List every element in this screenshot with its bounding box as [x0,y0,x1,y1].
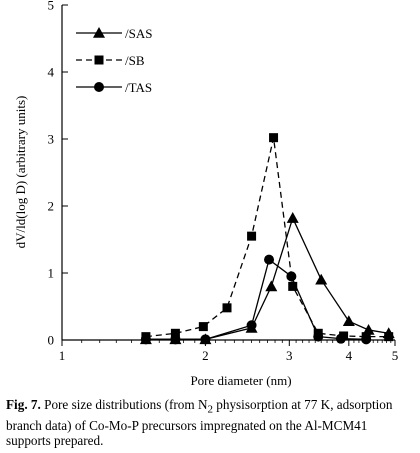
data-point [198,322,208,332]
data-point [286,212,299,223]
figure-label: Fig. 7. [6,397,41,412]
data-point [335,333,346,344]
data-point [315,273,328,285]
legend-label: /SB [125,53,145,68]
data-point [313,331,324,342]
y-tick-label: 4 [48,65,55,80]
chart-series [139,133,395,345]
chart-axes [61,5,395,341]
chart-legend: /SAS/SB/TAS [76,26,152,95]
data-point [246,320,257,331]
x-axis-label: Pore diameter (nm) [190,373,291,388]
data-point [170,334,181,345]
data-point [170,328,180,338]
data-point [264,254,275,265]
data-point [361,334,372,345]
legend-label: /SAS [125,26,152,41]
data-point [382,327,395,339]
x-tick-label: 3 [286,348,293,363]
legend-marker [93,27,105,38]
data-point [286,271,297,282]
data-point [269,133,279,143]
data-point [222,303,232,313]
figure-caption: Fig. 7. Pore size distributions (from N2… [6,397,414,448]
series-line [145,216,389,340]
y-tick-label: 1 [48,266,55,281]
data-point [265,280,278,292]
x-tick-label: 4 [346,348,353,363]
data-point [362,323,375,335]
caption-text-1: Pore size distributions (from N [40,397,208,412]
y-axis-label: dV/ld(log D) (arbitrary units) [13,96,28,249]
x-tick-label: 5 [392,348,399,363]
series-sas [139,212,395,345]
data-point [342,315,355,327]
caption-subscript: 2 [207,403,213,416]
data-point [200,334,211,345]
y-tick-label: 5 [48,0,55,13]
series-line [145,137,389,338]
data-point [288,281,298,291]
x-tick-label: 2 [202,348,209,363]
series-sb [141,133,394,342]
x-tick-label: 1 [59,348,66,363]
caption-text-2: physisorption at 77 K, adsorption branch… [6,397,393,448]
data-point [140,334,151,345]
series-tas [140,254,372,345]
legend-marker [94,55,104,65]
legend-label: /TAS [125,80,152,95]
y-tick-label: 0 [48,333,55,348]
legend-marker [94,82,104,92]
y-tick-label: 2 [48,199,55,214]
data-point [247,231,257,241]
y-tick-label: 3 [48,132,55,147]
